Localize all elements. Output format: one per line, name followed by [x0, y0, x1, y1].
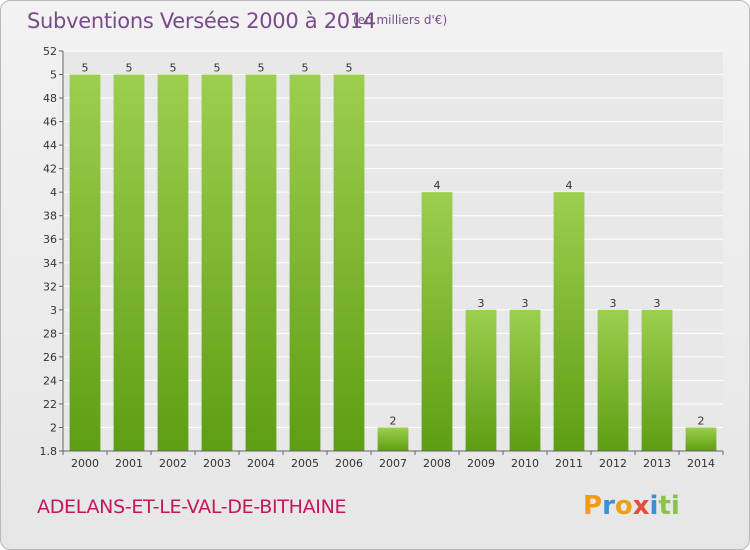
logo-letter: o	[614, 491, 633, 521]
x-tick-label: 2014	[687, 457, 715, 470]
x-tick-label: 2002	[159, 457, 187, 470]
bar-2014	[685, 427, 717, 451]
proxiti-logo[interactable]: Proxiti	[583, 491, 680, 521]
y-tick-label: 4	[50, 186, 57, 199]
y-tick-label: 28	[43, 327, 57, 340]
bar-value-label: 4	[566, 179, 573, 192]
x-tick-label: 2013	[643, 457, 671, 470]
y-tick-label: 42	[43, 163, 57, 176]
bar-2008	[421, 192, 453, 452]
bar-2009	[465, 309, 497, 451]
bar-value-label: 3	[478, 297, 485, 310]
bar-2013	[641, 309, 673, 451]
x-axis: 2000 2001 2002 2003 2004 2005 2006 2007 2008 2009…	[62, 450, 724, 470]
y-tick-label: 48	[43, 92, 57, 105]
bar-value-label: 5	[82, 62, 89, 75]
bar-2012	[597, 309, 629, 451]
bars: 5 5 5 5 5 5 5 2 4 3 3 4 3 3 2	[69, 62, 717, 452]
bar-value-label: 5	[126, 62, 133, 75]
bar-value-label: 2	[390, 414, 397, 427]
bar-2001	[113, 74, 145, 451]
x-tick-label: 2003	[203, 457, 231, 470]
bar-2004	[245, 74, 277, 451]
x-tick-label: 2012	[599, 457, 627, 470]
bar-2000	[69, 74, 101, 451]
logo-letter: x	[632, 491, 650, 521]
x-tick-label: 2005	[291, 457, 319, 470]
x-tick-label: 2011	[555, 457, 583, 470]
bar-value-label: 3	[610, 297, 617, 310]
y-tick-label: 46	[43, 116, 57, 129]
x-tick-label: 2007	[379, 457, 407, 470]
x-tick-label: 2006	[335, 457, 363, 470]
logo-letter: P	[583, 491, 603, 521]
x-tick-label: 2004	[247, 457, 275, 470]
y-tick-label: 32	[43, 280, 57, 293]
y-tick-label: 26	[43, 351, 57, 364]
commune-name: ADELANS-ET-LE-VAL-DE-BITHAINE	[37, 496, 347, 518]
bar-value-label: 3	[522, 297, 529, 310]
x-tick-label: 2010	[511, 457, 539, 470]
bar-2011	[553, 192, 585, 452]
x-tick-label: 2008	[423, 457, 451, 470]
bar-value-label: 5	[214, 62, 221, 75]
bar-2005	[289, 74, 321, 451]
y-tick-label: 24	[43, 374, 57, 387]
y-tick-label: 2	[50, 421, 57, 434]
y-tick-label: 3	[50, 304, 57, 317]
bar-2003	[201, 74, 233, 451]
bar-value-label: 5	[258, 62, 265, 75]
chart-title: Subventions Versées 2000 à 2014	[27, 9, 376, 33]
logo-letter: ti	[658, 491, 680, 521]
x-tick-label: 2000	[71, 457, 99, 470]
bar-value-label: 5	[170, 62, 177, 75]
y-tick-label: 5	[50, 69, 57, 82]
y-tick-label: 52	[43, 45, 57, 58]
bar-value-label: 4	[434, 179, 441, 192]
y-tick-label: 22	[43, 398, 57, 411]
logo-letter: i	[649, 491, 659, 521]
bar-value-label: 5	[346, 62, 353, 75]
bar-value-label: 5	[302, 62, 309, 75]
y-tick-label: 34	[43, 257, 57, 270]
y-tick-label: 36	[43, 233, 57, 246]
chart-subtitle: (en milliers d'€)	[353, 13, 448, 27]
y-tick-label: 44	[43, 139, 57, 152]
bar-2010	[509, 309, 541, 451]
bar-2006	[333, 74, 365, 451]
bar-value-label: 3	[654, 297, 661, 310]
y-tick-label: 38	[43, 210, 57, 223]
logo-letter: r	[602, 491, 615, 521]
bar-2007	[377, 427, 409, 451]
x-tick-label: 2001	[115, 457, 143, 470]
bar-value-label: 2	[698, 414, 705, 427]
y-tick-label: 1.8	[40, 445, 58, 458]
x-tick-label: 2009	[467, 457, 495, 470]
bar-2002	[157, 74, 189, 451]
